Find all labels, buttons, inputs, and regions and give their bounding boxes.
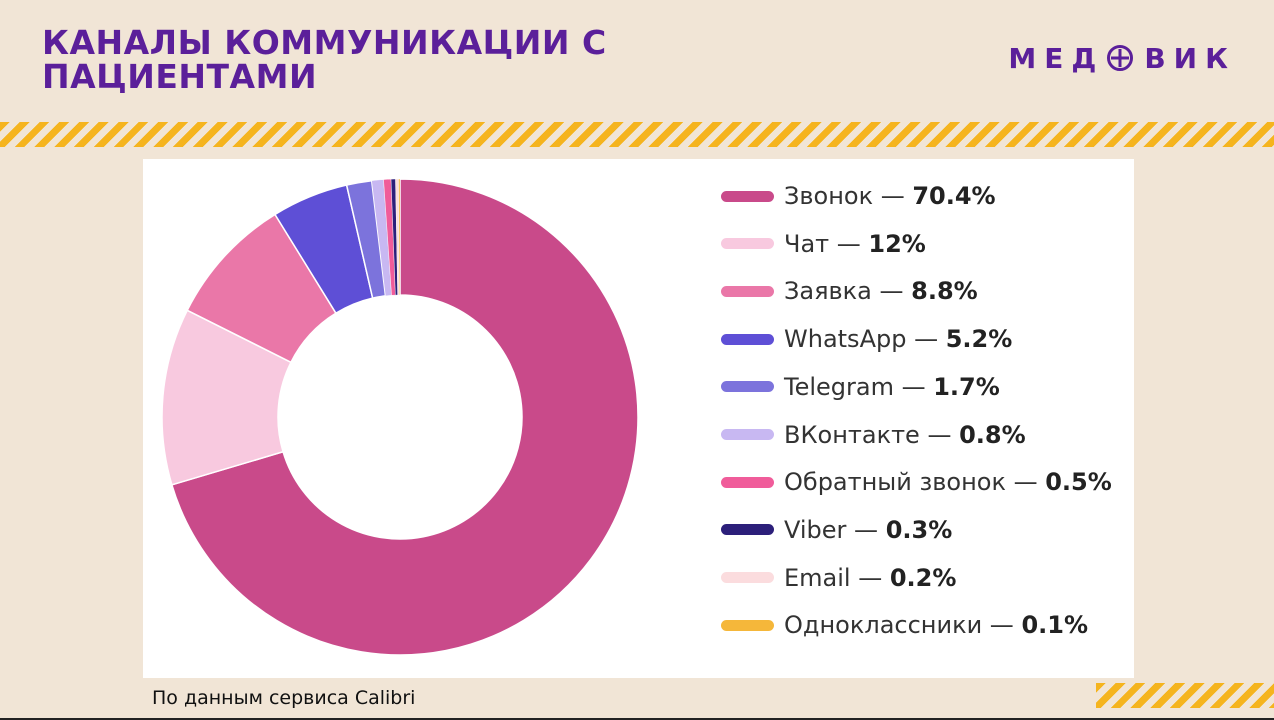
legend-swatch bbox=[721, 333, 774, 345]
legend-item: Чат — 12% bbox=[721, 224, 926, 264]
decorative-stripe-bottom bbox=[1096, 683, 1274, 708]
legend-swatch bbox=[721, 285, 774, 297]
legend-label: Viber — 0.3% bbox=[784, 516, 952, 544]
chart-panel: Звонок — 70.4% Чат — 12% Заявка — 8.8% What… bbox=[143, 159, 1134, 678]
legend-series-name: Email — bbox=[784, 563, 890, 592]
legend-value: 0.3% bbox=[885, 515, 953, 544]
logo-text-left: МЕД bbox=[1008, 41, 1105, 75]
donut-slice-9 bbox=[398, 178, 401, 296]
legend-swatch bbox=[721, 381, 774, 393]
page-title: КАНАЛЫ КОММУНИКАЦИИ С ПАЦИЕНТАМИ bbox=[42, 26, 607, 94]
legend-swatch bbox=[721, 238, 774, 250]
legend-value: 0.1% bbox=[1021, 611, 1088, 640]
legend-value: 0.2% bbox=[889, 563, 957, 592]
legend-label: Чат — 12% bbox=[784, 230, 926, 258]
legend-series-name: WhatsApp — bbox=[784, 325, 946, 354]
legend-item: Viber — 0.3% bbox=[721, 510, 952, 550]
legend-value: 12% bbox=[868, 229, 926, 258]
legend-swatch bbox=[721, 429, 774, 440]
legend-item: ВКонтакте — 0.8% bbox=[721, 415, 1026, 455]
legend-series-name: Звонок — bbox=[784, 182, 913, 210]
legend-item: WhatsApp — 5.2% bbox=[721, 319, 1012, 359]
brand-logo: МЕД ВИК bbox=[1008, 40, 1236, 76]
legend-value: 70.4% bbox=[912, 182, 996, 210]
legend-swatch bbox=[721, 524, 774, 536]
legend-label: Одноклассники — 0.1% bbox=[784, 611, 1088, 639]
legend-value: 0.5% bbox=[1045, 468, 1112, 497]
legend-item: Обратный звонок — 0.5% bbox=[721, 462, 1112, 502]
plus-circle-icon bbox=[1107, 45, 1134, 71]
legend-item: Звонок — 70.4% bbox=[721, 176, 996, 216]
legend-value: 0.8% bbox=[959, 420, 1026, 449]
legend-swatch bbox=[721, 572, 774, 584]
legend-value: 1.7% bbox=[933, 372, 1000, 401]
decorative-stripe-top bbox=[0, 122, 1274, 147]
legend-label: Заявка — 8.8% bbox=[784, 277, 978, 305]
title-line-2: ПАЦИЕНТАМИ bbox=[42, 57, 318, 96]
legend-value: 8.8% bbox=[911, 277, 978, 306]
legend-value: 5.2% bbox=[945, 325, 1013, 354]
legend-label: Email — 0.2% bbox=[784, 564, 956, 592]
legend-swatch bbox=[721, 619, 774, 631]
legend-series-name: Обратный звонок — bbox=[784, 468, 1046, 497]
source-note: По данным сервиса Calibri bbox=[152, 687, 416, 709]
legend-series-name: ВКонтакте — bbox=[784, 420, 960, 449]
bottom-divider bbox=[0, 718, 1274, 720]
legend-swatch bbox=[721, 190, 774, 202]
legend-series-name: Чат — bbox=[784, 229, 869, 258]
legend-item: Email — 0.2% bbox=[721, 558, 956, 598]
legend-series-name: Заявка — bbox=[784, 277, 912, 306]
legend-label: Telegram — 1.7% bbox=[784, 373, 1000, 401]
legend-series-name: Одноклассники — bbox=[784, 611, 1022, 640]
legend-label: WhatsApp — 5.2% bbox=[784, 325, 1012, 353]
title-line-1: КАНАЛЫ КОММУНИКАЦИИ С bbox=[42, 23, 607, 62]
legend-item: Заявка — 8.8% bbox=[721, 271, 978, 311]
donut-chart bbox=[161, 178, 639, 656]
logo-text-right: ВИК bbox=[1144, 41, 1236, 75]
donut-slice-0 bbox=[170, 178, 639, 656]
legend-series-name: Viber — bbox=[784, 515, 886, 544]
legend-label: ВКонтакте — 0.8% bbox=[784, 421, 1026, 449]
legend-swatch bbox=[721, 476, 774, 488]
legend-series-name: Telegram — bbox=[784, 372, 934, 401]
legend-label: Обратный звонок — 0.5% bbox=[784, 468, 1112, 496]
legend-item: Telegram — 1.7% bbox=[721, 367, 1000, 407]
legend-item: Одноклассники — 0.1% bbox=[721, 605, 1088, 645]
legend-label: Звонок — 70.4% bbox=[784, 182, 996, 210]
